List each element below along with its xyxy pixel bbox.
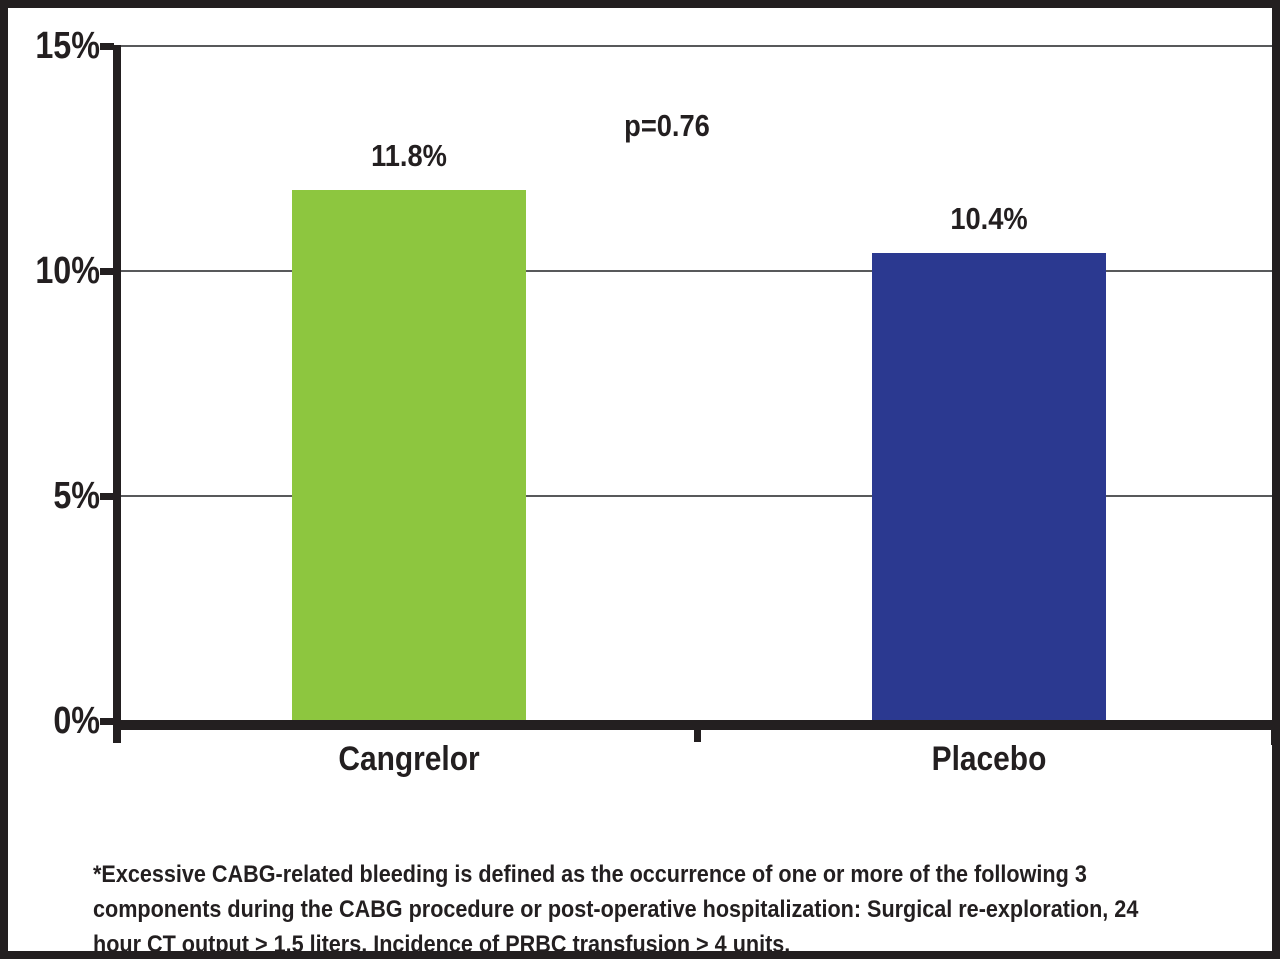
x-axis-line xyxy=(113,720,1272,730)
bar-value-label-cangrelor: 11.8% xyxy=(371,138,447,173)
y-tick-label-15%: 15% xyxy=(35,25,100,67)
y-tick-label-10%: 10% xyxy=(35,250,100,292)
bar-cangrelor xyxy=(292,190,526,721)
gridline-5% xyxy=(113,495,1272,497)
bar-value-label-placebo: 10.4% xyxy=(950,201,1028,236)
y-tick-mark-10% xyxy=(100,268,114,275)
gridline-10% xyxy=(113,270,1272,272)
x-category-label-placebo: Placebo xyxy=(931,740,1047,778)
x-category-label-cangrelor: Cangrelor xyxy=(338,740,480,778)
gridline-15% xyxy=(113,45,1272,47)
y-tick-label-5%: 5% xyxy=(53,475,100,517)
y-axis-line xyxy=(113,45,121,743)
footnote-line-3: hour CT output > 1.5 liters, Incidence o… xyxy=(93,931,791,958)
y-tick-label-0%: 0% xyxy=(53,700,100,742)
y-tick-mark-15% xyxy=(100,43,114,50)
x-axis-tick-right xyxy=(1271,730,1272,745)
p-value-annotation: p=0.76 xyxy=(624,108,710,143)
bar-placebo xyxy=(872,253,1106,721)
y-tick-mark-0% xyxy=(100,718,114,725)
footnote: *Excessive CABG-related bleeding is defi… xyxy=(93,857,1272,958)
y-tick-mark-5% xyxy=(100,493,114,500)
footnote-line-1: *Excessive CABG-related bleeding is defi… xyxy=(93,861,1087,888)
footnote-line-2: components during the CABG procedure or … xyxy=(93,896,1139,923)
x-axis-tick-middle xyxy=(694,730,701,742)
